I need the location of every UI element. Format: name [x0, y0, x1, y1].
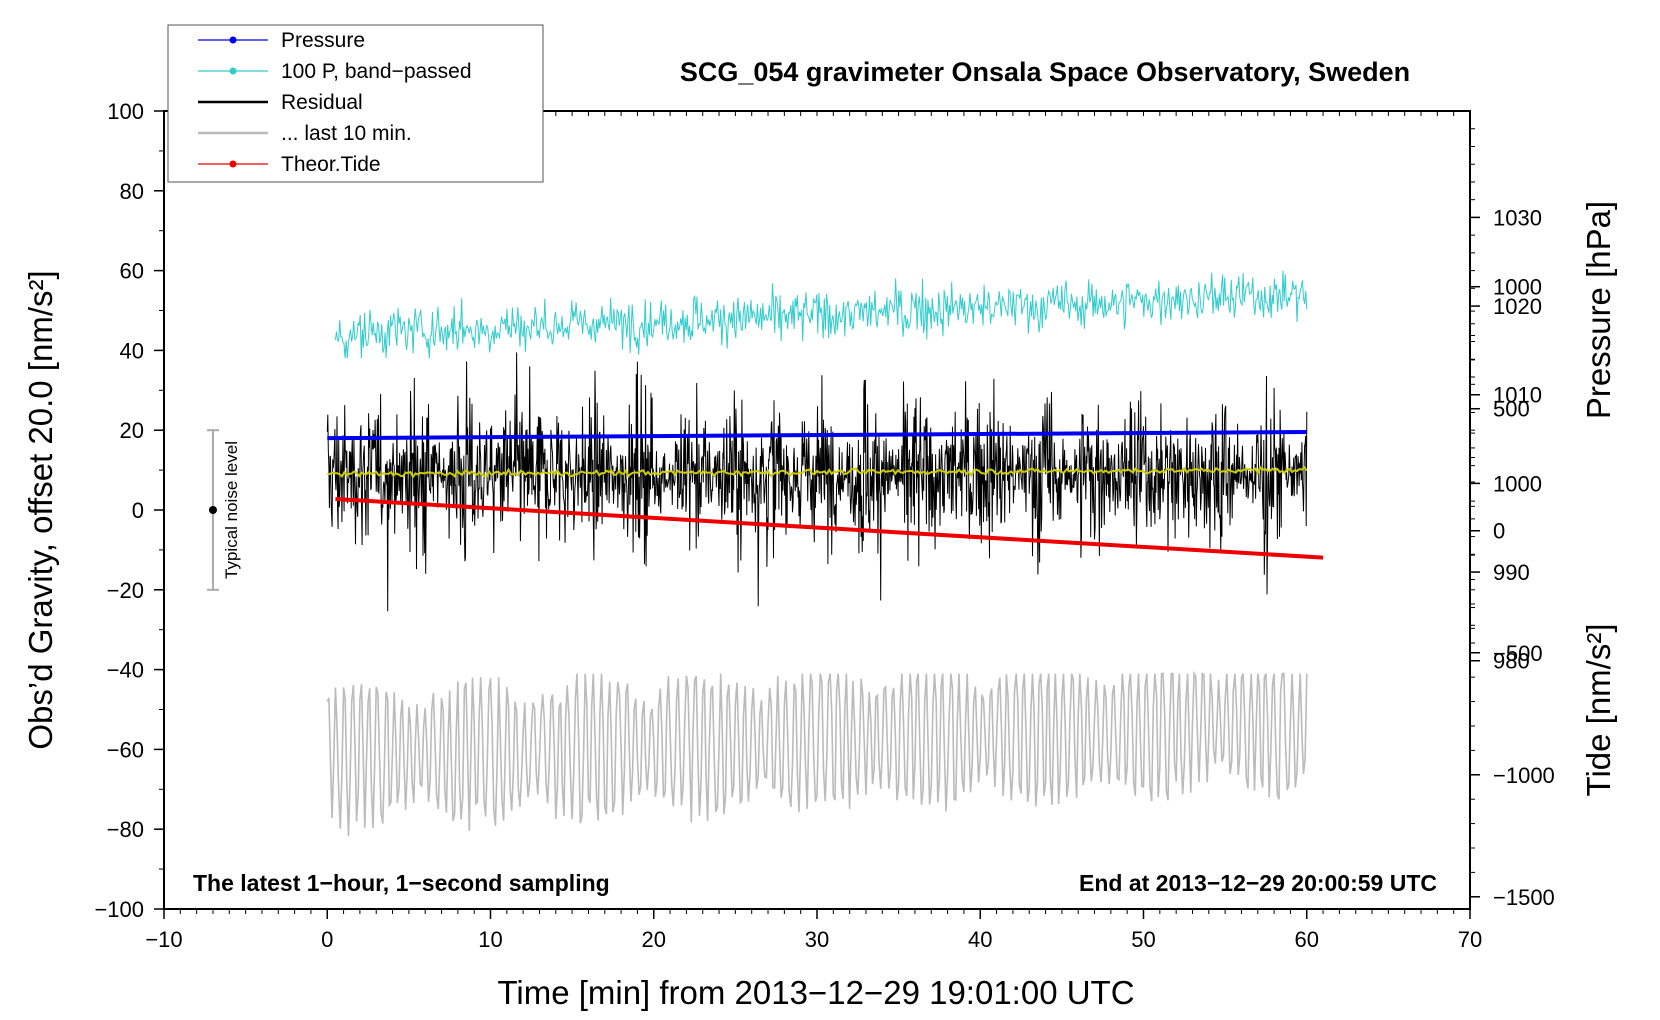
- pressure-tick-label: 990: [1493, 560, 1530, 585]
- y-tick-label: −100: [94, 897, 144, 922]
- pressure-tick-label: 1030: [1493, 205, 1542, 230]
- legend-marker: [229, 67, 237, 75]
- y-tick-label: 20: [120, 418, 144, 443]
- legend-label: Residual: [281, 91, 363, 114]
- x-tick-label: 60: [1295, 927, 1319, 952]
- pressure-series: [327, 429, 1307, 441]
- chart-title: SCG_054 gravimeter Onsala Space Observat…: [680, 57, 1410, 87]
- note-left: The latest 1−hour, 1−second sampling: [193, 870, 610, 896]
- y-tick-label: 100: [107, 99, 144, 124]
- y-tick-label: −20: [107, 578, 144, 603]
- x-tick-label: 0: [321, 927, 333, 952]
- tick-layer: −10 0 10 20 30 40 50 60 70100806040200−20−40−60−…: [94, 99, 1554, 952]
- legend-label: ... last 10 min.: [281, 122, 412, 145]
- y-tick-label: 80: [120, 179, 144, 204]
- x-tick-label: 20: [642, 927, 666, 952]
- pressure-tick-label: 980: [1493, 649, 1530, 674]
- noise-bar-label: Typical noise level: [222, 441, 241, 579]
- legend-marker: [229, 36, 237, 44]
- noise-level-indicator: Typical noise level: [206, 429, 241, 591]
- x-tick-label: 30: [805, 927, 829, 952]
- tide-tick-label: 500: [1493, 397, 1530, 422]
- tide-tick-label: −500: [1493, 641, 1543, 666]
- x-tick-label: 50: [1131, 927, 1155, 952]
- x-tick-label: 10: [478, 927, 502, 952]
- x-tick-label: 70: [1458, 927, 1482, 952]
- y-tick-label: −60: [107, 737, 144, 762]
- residual-series: [326, 352, 1308, 612]
- y-tick-label: −40: [107, 658, 144, 683]
- pressure-tick-label: 1020: [1493, 294, 1542, 319]
- x-tick-label: −10: [145, 927, 182, 952]
- band-passed-pressure-series: [334, 270, 1308, 359]
- residual-mean-series: [327, 465, 1308, 479]
- tide-tick-label: −1500: [1493, 885, 1555, 910]
- tide-tick-label: 0: [1493, 519, 1505, 544]
- legend-marker: [229, 160, 237, 168]
- tide-tick-label: −1000: [1493, 763, 1555, 788]
- series-layer: [326, 270, 1324, 837]
- x-axis-label: Time [min] from 2013−12−29 19:01:00 UTC: [497, 974, 1134, 1011]
- noise-bar-center: [208, 506, 217, 514]
- y-tick-label: 0: [132, 498, 144, 523]
- pressure-tick-label: 1000: [1493, 471, 1542, 496]
- pressure-axis-label: Pressure [hPa]: [1580, 201, 1617, 419]
- y-tick-label: 40: [120, 338, 144, 363]
- legend: Pressure 100 P, band−passed Residual ... la…: [167, 24, 544, 183]
- tide-tick-label: 1000: [1493, 275, 1542, 300]
- x-tick-label: 40: [968, 927, 992, 952]
- theoretical-tide-series: [335, 497, 1324, 560]
- legend-label: Theor.Tide: [281, 153, 381, 176]
- legend-label: 100 P, band−passed: [281, 60, 472, 83]
- legend-box: [167, 24, 544, 183]
- pressure-tick-label: 1010: [1493, 383, 1542, 408]
- y-tick-label: −80: [107, 817, 144, 842]
- y-tick-label: 60: [120, 259, 144, 284]
- legend-label: Pressure: [281, 29, 365, 52]
- tide-axis-label: Tide [nm/s²]: [1580, 624, 1617, 797]
- y-axis-label: Obs’d Gravity, offset 20.0 [nm/s²]: [22, 270, 59, 749]
- last-10-min-series: [326, 670, 1308, 837]
- note-right: End at 2013−12−29 20:00:59 UTC: [1079, 870, 1437, 896]
